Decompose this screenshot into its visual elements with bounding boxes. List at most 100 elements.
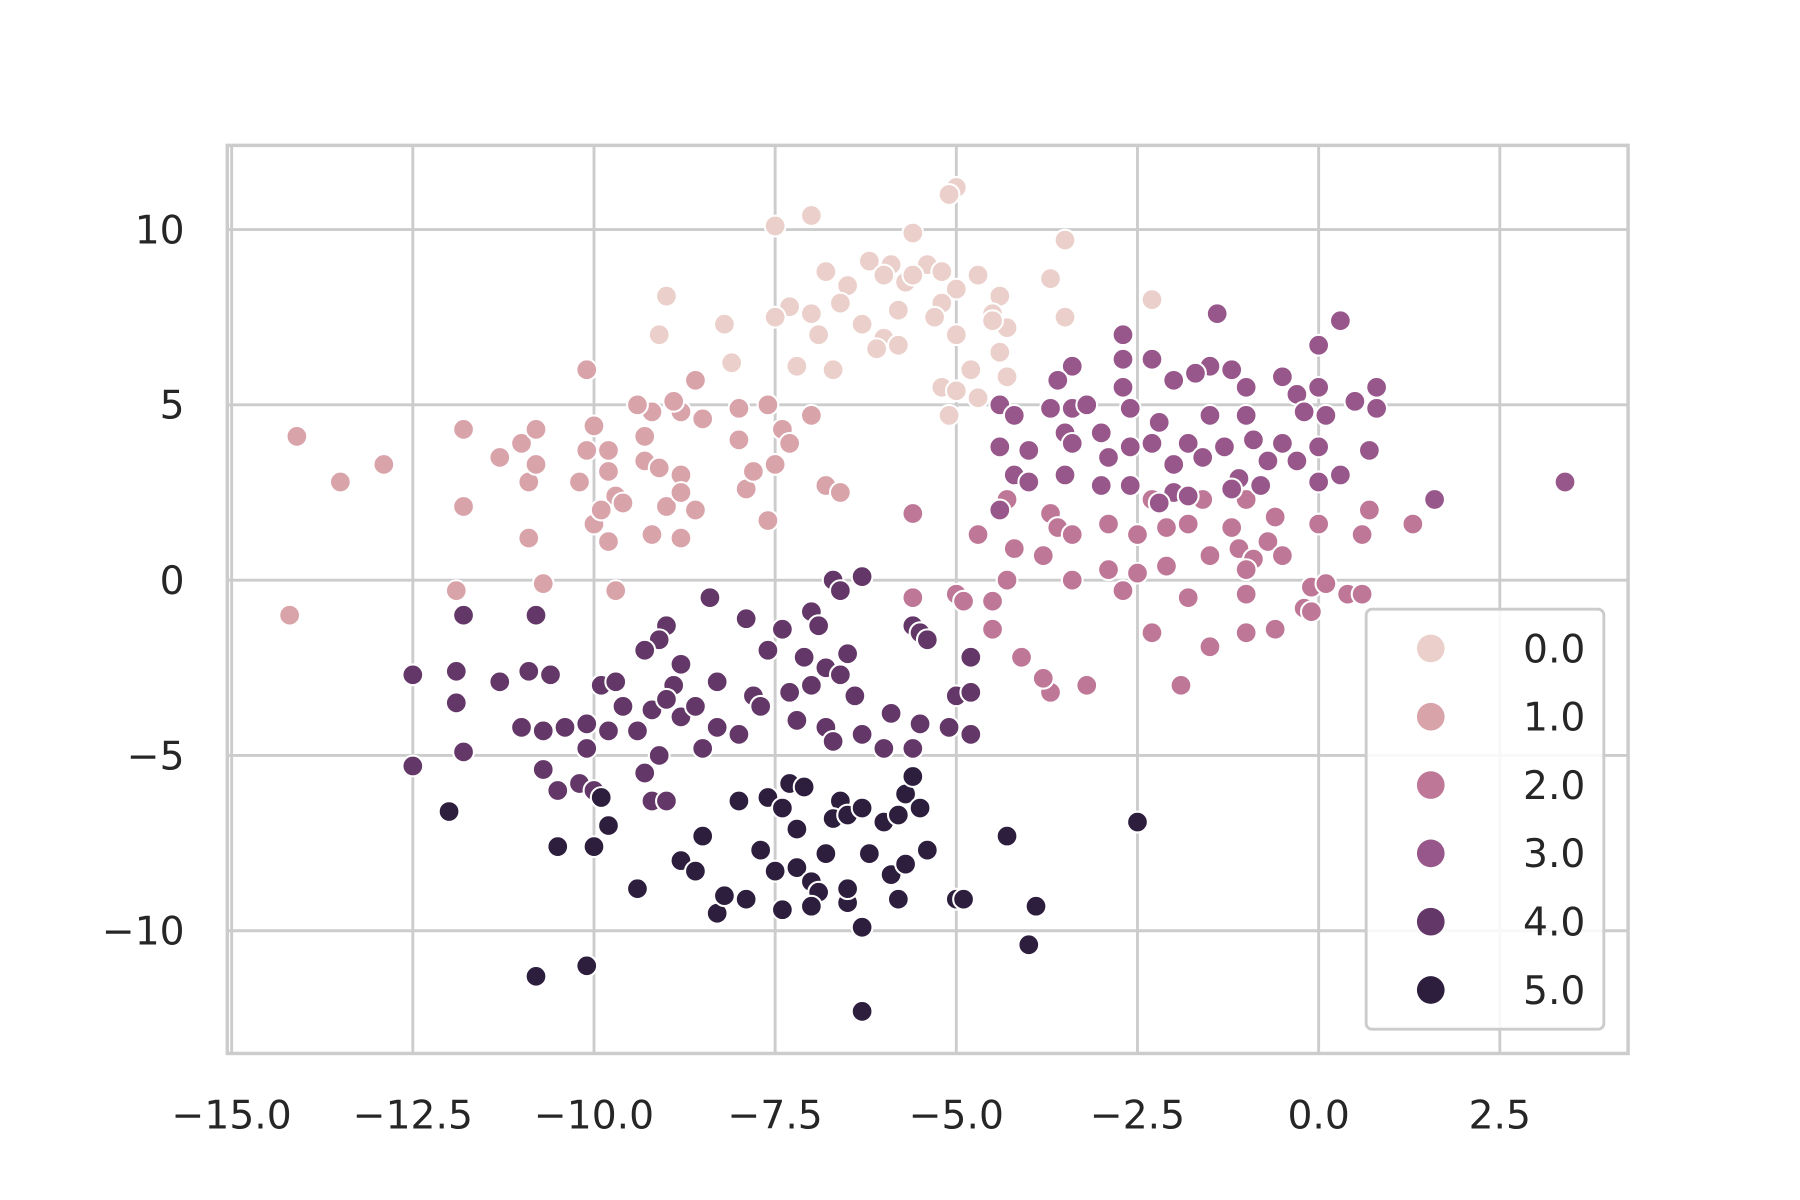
data-point-class-3.0 [1270, 365, 1294, 389]
data-point-class-2.0 [1234, 621, 1258, 645]
data-point-class-5.0 [915, 838, 939, 862]
data-point-class-3.0 [1111, 375, 1135, 399]
data-point-class-3.0 [1118, 396, 1142, 420]
data-point-class-1.0 [444, 579, 468, 603]
data-point-class-5.0 [546, 835, 570, 859]
legend-label: 3.0 [1523, 832, 1585, 877]
data-point-class-5.0 [589, 786, 613, 809]
data-point-class-3.0 [1205, 302, 1229, 326]
data-point-class-1.0 [517, 526, 541, 550]
data-point-class-4.0 [698, 586, 722, 610]
data-point-class-0.0 [944, 277, 968, 301]
data-point-class-5.0 [727, 789, 751, 813]
data-point-class-0.0 [966, 263, 990, 287]
data-point-class-3.0 [988, 435, 1012, 459]
data-point-class-5.0 [792, 775, 816, 799]
data-point-class-4.0 [756, 638, 780, 662]
legend-marker [1416, 702, 1445, 731]
data-point-class-5.0 [763, 859, 787, 883]
data-point-class-4.0 [879, 701, 903, 725]
data-point-class-5.0 [691, 824, 715, 848]
data-point-class-4.0 [828, 663, 852, 687]
data-point-class-2.0 [1060, 523, 1084, 546]
data-point-class-0.0 [713, 312, 736, 336]
data-point-class-1.0 [684, 368, 707, 392]
data-point-class-3.0 [1307, 435, 1331, 459]
data-point-class-3.0 [1191, 446, 1215, 469]
data-point-class-2.0 [1010, 645, 1033, 669]
data-point-class-2.0 [1263, 617, 1287, 641]
data-point-class-5.0 [1017, 933, 1041, 957]
data-point-class-5.0 [785, 817, 809, 841]
data-point-class-0.0 [655, 284, 678, 308]
data-point-class-0.0 [647, 323, 671, 347]
data-point-class-4.0 [792, 645, 816, 669]
x-tick-label: −5.0 [909, 1093, 1004, 1138]
data-point-class-0.0 [763, 305, 787, 329]
data-point-class-2.0 [1299, 600, 1323, 624]
data-point-class-4.0 [444, 659, 468, 683]
data-point-class-2.0 [1031, 544, 1055, 568]
x-tick-label: −12.5 [353, 1093, 473, 1138]
data-point-class-3.0 [1017, 438, 1041, 462]
data-point-class-4.0 [452, 740, 475, 764]
data-point-class-4.0 [684, 694, 707, 718]
data-point-class-5.0 [799, 894, 823, 918]
data-point-class-2.0 [981, 589, 1004, 613]
data-point-class-0.0 [1053, 305, 1077, 329]
data-point-class-3.0 [1365, 396, 1389, 420]
data-point-class-3.0 [1184, 361, 1207, 385]
legend-marker [1416, 839, 1445, 868]
data-point-class-3.0 [1220, 477, 1244, 501]
y-tick-label: 0 [160, 559, 185, 604]
y-tick-label: −10 [102, 910, 185, 955]
data-point-class-4.0 [959, 722, 983, 746]
data-point-class-4.0 [959, 680, 983, 704]
data-point-class-4.0 [488, 670, 512, 694]
data-point-class-0.0 [799, 302, 823, 326]
data-point-class-0.0 [763, 214, 787, 238]
data-point-class-1.0 [510, 431, 533, 455]
data-point-class-4.0 [727, 722, 751, 746]
data-point-class-4.0 [799, 673, 823, 697]
data-point-class-0.0 [821, 358, 845, 382]
data-point-class-3.0 [1111, 347, 1135, 371]
data-point-class-1.0 [589, 498, 613, 522]
data-point-class-1.0 [488, 446, 512, 469]
data-point-class-0.0 [937, 183, 961, 206]
x-tick-label: −10.0 [534, 1093, 654, 1138]
data-point-class-4.0 [850, 722, 874, 746]
data-point-class-3.0 [1292, 400, 1316, 424]
data-point-class-3.0 [1140, 431, 1164, 455]
data-point-class-4.0 [401, 663, 425, 687]
data-point-class-4.0 [553, 715, 577, 739]
x-tick-label: 2.5 [1469, 1093, 1531, 1138]
data-point-class-5.0 [995, 824, 1019, 848]
data-point-class-1.0 [691, 407, 715, 431]
data-point-class-4.0 [872, 737, 896, 760]
data-point-class-1.0 [647, 456, 671, 480]
data-point-class-4.0 [575, 737, 599, 760]
data-point-class-5.0 [626, 877, 649, 901]
data-point-class-2.0 [1111, 579, 1135, 603]
data-point-class-1.0 [524, 417, 548, 441]
data-point-class-2.0 [1307, 512, 1331, 536]
data-point-class-2.0 [1176, 512, 1200, 536]
data-point-class-5.0 [1126, 810, 1149, 834]
data-point-class-1.0 [684, 498, 707, 522]
data-point-class-2.0 [1097, 558, 1120, 582]
data-point-class-3.0 [1423, 488, 1447, 511]
data-point-class-3.0 [1111, 323, 1135, 347]
data-point-class-3.0 [1017, 470, 1041, 494]
x-tick-label: −2.5 [1090, 1093, 1185, 1138]
data-point-class-3.0 [1553, 470, 1577, 494]
data-point-class-0.0 [886, 298, 910, 322]
data-point-class-0.0 [937, 403, 961, 427]
data-point-class-0.0 [1140, 288, 1164, 312]
data-point-class-5.0 [749, 838, 773, 862]
data-point-class-4.0 [908, 712, 932, 736]
x-tick-label: −7.5 [728, 1093, 823, 1138]
data-point-class-1.0 [799, 403, 823, 427]
data-point-class-2.0 [901, 502, 925, 525]
data-point-class-1.0 [640, 523, 664, 546]
